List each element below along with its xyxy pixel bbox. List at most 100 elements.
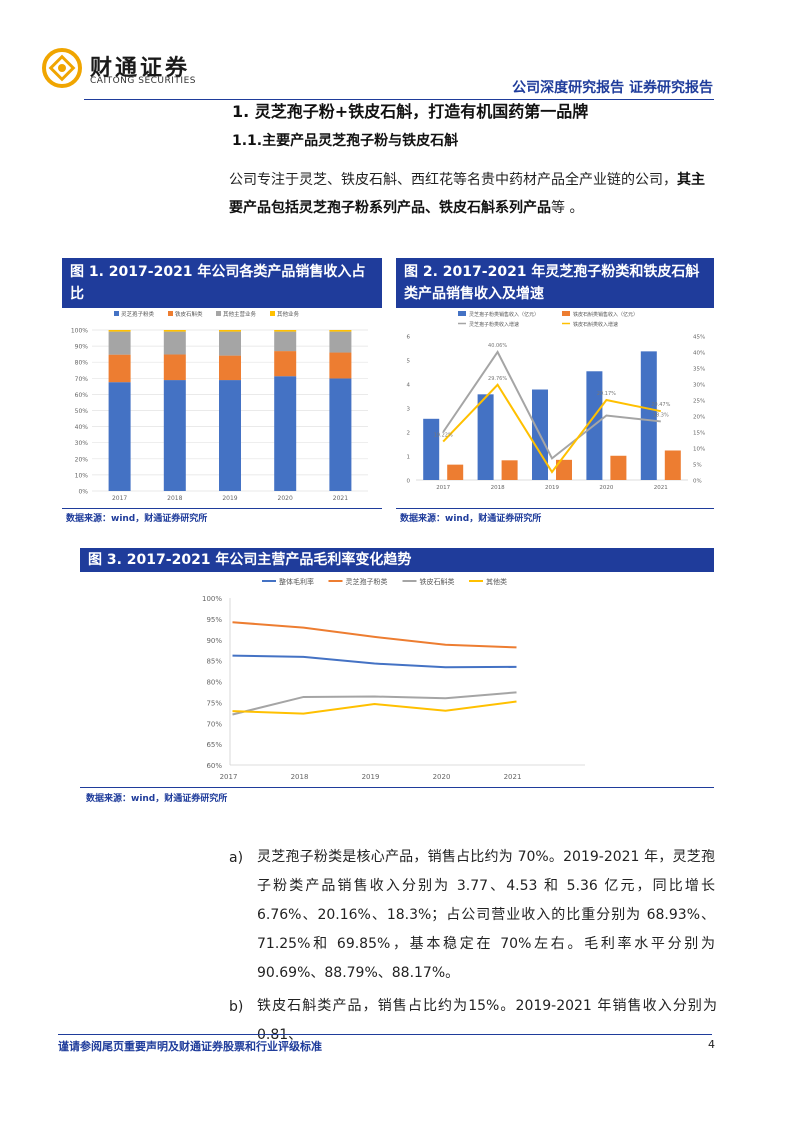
x-tick-label: 2020 <box>278 495 293 502</box>
y-tick-label: 20% <box>75 456 89 463</box>
figure-3-bottom-line <box>80 787 714 788</box>
intro-paragraph: 公司专注于灵芝、铁皮石斛、西红花等名贵中药材产品全产业链的公司，其主要产品包括灵… <box>229 166 715 222</box>
y-right-tick-label: 15% <box>693 431 705 437</box>
growth-line <box>442 350 661 460</box>
data-label: 18.3% <box>653 412 669 418</box>
header-divider <box>84 99 714 100</box>
y-left-tick-label: 0 <box>407 479 411 485</box>
x-tick-label: 2021 <box>504 773 522 781</box>
y-tick-label: 90% <box>206 637 222 645</box>
y-tick-label: 10% <box>75 472 89 479</box>
legend-label: 灵芝孢子粉类销售收入（亿元） <box>469 311 539 318</box>
legend-label: 灵芝孢子粉类 <box>121 310 155 318</box>
intro-tail-text: 等 。 <box>551 200 584 216</box>
bar-segment <box>274 331 297 352</box>
x-tick-label: 2020 <box>599 485 613 491</box>
bar-segment <box>329 330 352 332</box>
footer-divider <box>58 1034 712 1035</box>
growth-line <box>442 383 662 474</box>
bar-segment <box>219 380 241 491</box>
figure-1-source: 数据来源：wind，财通证券研究所 <box>66 514 208 524</box>
x-tick-label: 2018 <box>291 773 309 781</box>
figure-1-bottom-line <box>62 508 382 509</box>
x-tick-label: 2019 <box>222 495 237 502</box>
bar-segment <box>108 330 131 332</box>
list-item-b-body: 2019-2021 年销售收入分别为0.81、 <box>257 998 717 1043</box>
bar-segment <box>163 380 186 491</box>
list-item-a: 灵芝孢子粉类是核心产品，销售占比约为 70%。2019-2021 年，灵芝孢子粉… <box>257 843 715 988</box>
y-tick-label: 60% <box>206 762 222 770</box>
list-item-b-lead: 铁皮石斛类产品，销售占比约为15%。 <box>257 998 516 1014</box>
report-type-label: 公司深度研究报告 证券研究报告 <box>512 80 713 96</box>
series-line <box>232 654 517 669</box>
y-right-tick-label: 25% <box>693 399 705 405</box>
page-number: 4 <box>708 1038 715 1051</box>
bar-segment <box>274 351 297 377</box>
legend-swatch <box>270 311 275 316</box>
y-left-tick-label: 6 <box>407 335 411 341</box>
series-line <box>232 621 517 649</box>
data-label: 20.17% <box>597 391 616 397</box>
bar-segment <box>219 355 241 381</box>
intro-text: 公司专注于灵芝、铁皮石斛、西红花等名贵中药材产品全产业链的公司， <box>229 172 677 188</box>
bar <box>423 418 440 480</box>
bar <box>664 450 681 480</box>
bar <box>477 394 494 480</box>
footer-disclaimer: 谨请参阅尾页重要声明及财通证券股票和行业评级标准 <box>58 1040 322 1053</box>
legend-label: 铁皮石斛类销售收入（亿元） <box>573 311 638 318</box>
bar-segment <box>219 330 241 332</box>
data-label: 29.76% <box>488 376 507 382</box>
figure-2-chart: 6 5 4 3 2 1 0 45% 40% 35% 30% 25% 20% 15% 10% 5% 0% 灵芝孢子粉… <box>407 311 705 491</box>
legend-label: 其他类 <box>486 577 507 586</box>
x-tick-label: 2019 <box>545 485 559 491</box>
y-tick-label: 95% <box>206 616 222 624</box>
y-tick-label: 100% <box>71 328 88 335</box>
bar-segment <box>108 382 131 491</box>
bar-segment <box>274 330 297 332</box>
intro-bold-text: 其主要产品包括灵芝孢子粉系列产品、铁皮石斛系列产品 <box>229 172 705 216</box>
legend-label: 其他业务 <box>277 310 300 318</box>
x-tick-label: 2020 <box>433 773 451 781</box>
y-tick-label: 85% <box>206 658 222 666</box>
series-line <box>232 700 517 715</box>
company-logo-icon <box>42 48 82 88</box>
y-right-tick-label: 5% <box>693 463 702 469</box>
list-item-a-marker: a) <box>229 850 244 866</box>
y-tick-label: 75% <box>206 699 222 707</box>
bar-segment <box>163 330 186 332</box>
bar <box>610 455 627 480</box>
y-right-tick-label: 20% <box>693 415 705 421</box>
figure-3-source: 数据来源：wind，财通证券研究所 <box>86 794 228 804</box>
figure-3-chart: 100% 95% 90% 85% 80% 75% 70% 65% 60% 整体毛利率 灵芝孢子粉类 铁… <box>202 577 585 781</box>
bar <box>501 460 518 480</box>
legend-swatch <box>168 311 173 316</box>
legend-label: 整体毛利率 <box>279 577 314 586</box>
list-item-b-marker: b) <box>229 999 244 1015</box>
figure-1-chart: 100% 90% 80% 70% 60% 50% 40% 30% 20% 10% 0% 灵芝孢子粉类 铁… <box>71 310 368 502</box>
x-tick-label: 2018 <box>167 495 182 502</box>
legend-label: 铁皮石斛类 <box>175 310 203 318</box>
x-tick-label: 2019 <box>362 773 380 781</box>
y-tick-label: 60% <box>75 392 89 399</box>
x-tick-label: 2017 <box>436 485 450 491</box>
figure-2-bottom-line <box>396 508 714 509</box>
bar <box>447 464 464 480</box>
data-label: 20.47% <box>651 402 670 408</box>
legend-swatch <box>458 311 466 316</box>
data-label: 40.06% <box>488 343 507 349</box>
y-left-tick-label: 3 <box>407 407 411 413</box>
y-right-tick-label: 40% <box>693 351 705 357</box>
y-left-tick-label: 2 <box>407 431 411 437</box>
y-tick-label: 70% <box>206 720 222 728</box>
x-tick-label: 2017 <box>220 773 238 781</box>
legend-swatch <box>562 311 570 316</box>
bar-segment <box>329 352 352 379</box>
y-tick-label: 0% <box>78 489 88 496</box>
section-heading: 1. 灵芝孢子粉+铁皮石斛，打造有机国药第一品牌 <box>232 102 589 121</box>
y-right-tick-label: 45% <box>693 335 705 341</box>
figure-2-source: 数据来源：wind，财通证券研究所 <box>400 514 542 524</box>
y-tick-label: 30% <box>75 440 89 447</box>
bar-segment <box>108 331 131 355</box>
x-tick-label: 2021 <box>333 495 348 502</box>
legend-label: 灵芝孢子粉类收入增速 <box>469 321 519 328</box>
